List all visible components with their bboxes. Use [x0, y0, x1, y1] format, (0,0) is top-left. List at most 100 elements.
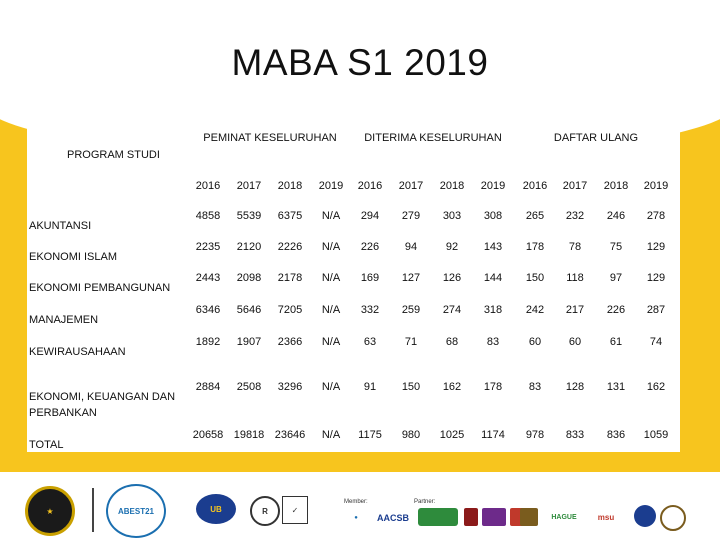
table-cell: 97 [609, 272, 623, 284]
table-cell: 2178 [277, 272, 303, 284]
ub-logo: UB [196, 494, 236, 524]
table-cell: 332 [360, 304, 380, 316]
column-group-header: DAFTAR ULANG [553, 132, 639, 144]
table-cell: 318 [483, 304, 503, 316]
table-cell: 162 [442, 381, 462, 393]
partner-seal-icon-2 [660, 505, 686, 531]
member-label: Member: [344, 499, 368, 505]
table-cell: 75 [609, 241, 623, 253]
row-label: EKONOMI, KEUANGAN DAN [29, 391, 176, 403]
table-cell: 61 [609, 336, 623, 348]
table-cell: 833 [565, 429, 585, 441]
table-cell: 169 [360, 272, 380, 284]
table-cell: 63 [363, 336, 377, 348]
table-cell: N/A [321, 241, 341, 253]
year-header: 2017 [398, 180, 424, 192]
table-cell: 242 [525, 304, 545, 316]
table-cell: 2366 [277, 336, 303, 348]
table-cell: 128 [565, 381, 585, 393]
table-cell: 1892 [195, 336, 221, 348]
table-cell: 91 [363, 381, 377, 393]
table-cell: 74 [649, 336, 663, 348]
table-cell: 78 [568, 241, 582, 253]
iso-badge-icon: ✓ [282, 496, 308, 524]
table-cell: 60 [528, 336, 542, 348]
table-cell: 2884 [195, 381, 221, 393]
table-cell: 127 [401, 272, 421, 284]
aacsb-logo: AACSB [376, 513, 409, 523]
table-cell: 279 [401, 210, 421, 222]
abest21-small-logo: ● [354, 515, 358, 521]
year-header: 2018 [277, 180, 303, 192]
table-cell: N/A [321, 381, 341, 393]
row-label: KEWIRAUSAHAAN [29, 346, 126, 358]
table-cell: N/A [321, 304, 341, 316]
table-cell: N/A [321, 272, 341, 284]
table-cell: 150 [401, 381, 421, 393]
data-table: PROGRAM STUDI PEMINAT KESELURUHAN DITERIMA… [27, 107, 680, 452]
table-cell: 217 [565, 304, 585, 316]
table-cell: 94 [404, 241, 418, 253]
table-cell: 836 [606, 429, 626, 441]
table-cell: 6346 [195, 304, 221, 316]
partner-label: Partner: [414, 499, 436, 505]
table-cell: 226 [606, 304, 626, 316]
table-cell: 265 [525, 210, 545, 222]
table-cell: 2098 [236, 272, 262, 284]
table-cell: 60 [568, 336, 582, 348]
table-cell: 1174 [481, 429, 505, 441]
year-header: 2019 [480, 180, 506, 192]
table-cell: 274 [442, 304, 462, 316]
table-cell: N/A [321, 210, 341, 222]
table-cell: 5539 [236, 210, 262, 222]
msu-logo: msu [597, 512, 615, 522]
table-cell: 2226 [277, 241, 303, 253]
table-cell: 2120 [236, 241, 262, 253]
row-label: MANAJEMEN [29, 314, 99, 326]
year-header: 2016 [522, 180, 548, 192]
table-cell: 92 [445, 241, 459, 253]
table-cell: 2235 [195, 241, 221, 253]
footer-divider [92, 488, 94, 532]
table-cell: 144 [483, 272, 503, 284]
table-cell: 178 [483, 381, 503, 393]
row-label: EKONOMI PEMBANGUNAN [29, 282, 171, 294]
partner-logo-5 [520, 508, 538, 526]
table-cell: 978 [525, 429, 545, 441]
column-group-header: PEMINAT KESELURUHAN [203, 132, 337, 144]
table-cell: 71 [404, 336, 418, 348]
table-cell: 126 [442, 272, 462, 284]
table-cell: 1907 [236, 336, 262, 348]
year-header: 2017 [236, 180, 262, 192]
abest21-logo: ABEST21 [106, 484, 166, 538]
table-cell: 308 [483, 210, 503, 222]
table-cell: 1059 [643, 429, 669, 441]
table-cell: 131 [606, 381, 626, 393]
partner-logo-2 [464, 508, 478, 526]
table-cell: 259 [401, 304, 421, 316]
table-cell: 118 [566, 272, 584, 284]
table-cell: 83 [486, 336, 500, 348]
year-header: 2019 [318, 180, 344, 192]
table-cell: 2443 [195, 272, 221, 284]
table-cell: 129 [646, 241, 666, 253]
year-header: 2016 [195, 180, 221, 192]
table-cell: 162 [646, 381, 666, 393]
table-cell: 23646 [274, 429, 306, 441]
table-cell: 278 [646, 210, 666, 222]
table-cell: 143 [483, 241, 503, 253]
partner-logo-1 [418, 508, 458, 526]
table-cell: 178 [525, 241, 545, 253]
row-label: PERBANKAN [29, 407, 97, 419]
table-cell: 7205 [277, 304, 303, 316]
year-header: 2016 [357, 180, 383, 192]
table-cell: 1025 [439, 429, 465, 441]
table-cell: 5646 [236, 304, 262, 316]
table-cell: N/A [321, 429, 341, 441]
table-cell: 3296 [277, 381, 303, 393]
page-title: MABA S1 2019 [231, 42, 489, 83]
column-group-header: DITERIMA KESELURUHAN [364, 132, 502, 144]
table-cell: 4858 [195, 210, 221, 222]
hague-logo: HAGUE [551, 513, 577, 521]
program-header: PROGRAM STUDI [67, 149, 160, 161]
